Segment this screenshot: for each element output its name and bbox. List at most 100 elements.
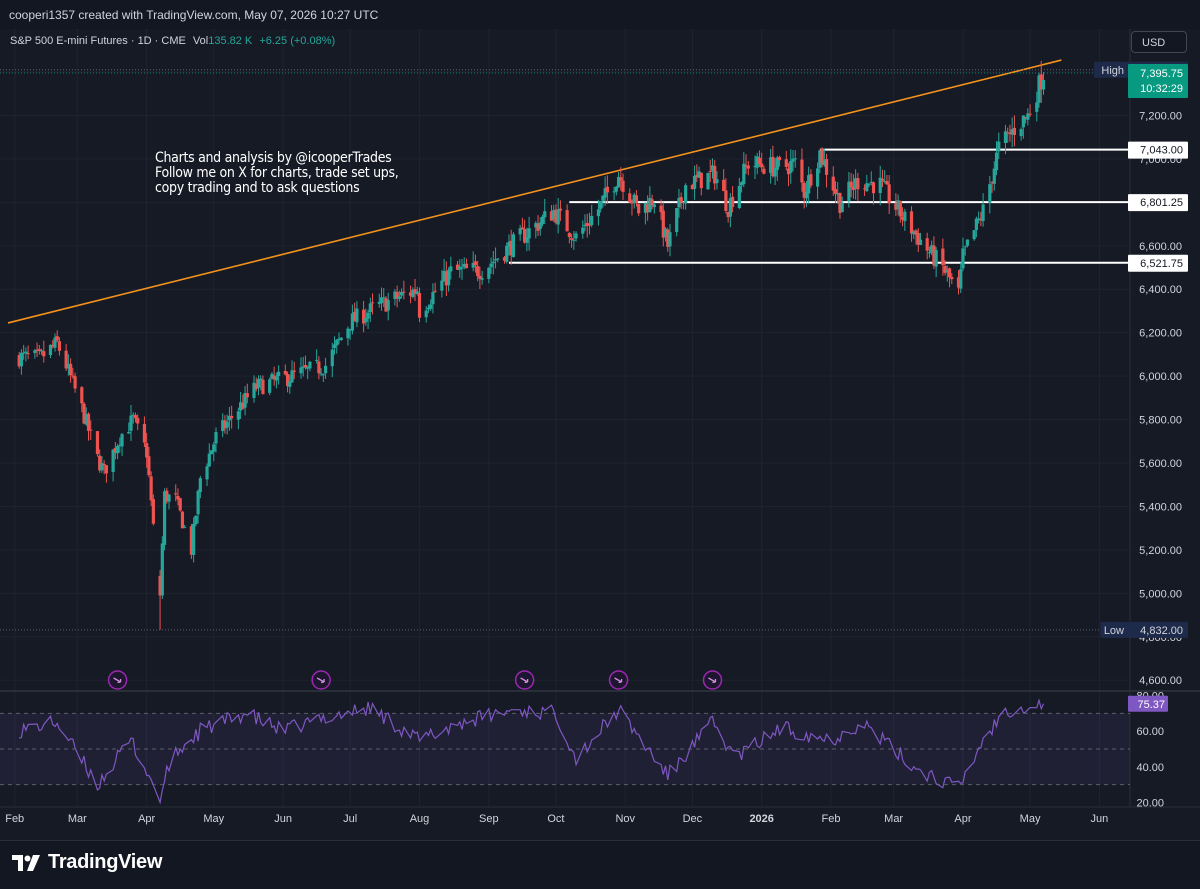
event-marker-arrow xyxy=(520,677,529,684)
candle-body xyxy=(489,263,493,268)
candle-body xyxy=(270,373,274,379)
candle xyxy=(411,287,415,299)
candle xyxy=(476,260,480,282)
candle xyxy=(590,204,594,228)
candle-body xyxy=(800,159,804,183)
candle xyxy=(572,231,576,250)
candle xyxy=(118,437,122,453)
event-marker-icon[interactable] xyxy=(311,670,331,690)
price-axis-tick: 5,400.00 xyxy=(1139,501,1182,513)
candle xyxy=(183,524,187,529)
candle xyxy=(449,256,453,280)
high-tag-bg xyxy=(1094,61,1128,78)
candle-body xyxy=(757,157,762,164)
candle xyxy=(885,174,889,185)
candle xyxy=(444,261,448,297)
rsi-layer xyxy=(18,698,1045,805)
event-marker-icon[interactable] xyxy=(702,670,723,690)
candle xyxy=(176,488,180,506)
candle xyxy=(822,148,826,168)
candle-body xyxy=(180,511,185,529)
annotation-line: Follow me on X for charts, trade set ups… xyxy=(155,165,399,181)
candle xyxy=(784,150,788,171)
candle xyxy=(393,289,397,306)
candle xyxy=(261,375,265,395)
candle-body xyxy=(802,183,806,198)
tradingview-logo[interactable]: TradingView xyxy=(12,851,162,874)
rsi-band xyxy=(0,713,1130,785)
candle-body xyxy=(160,543,164,596)
candle xyxy=(346,326,350,346)
candle-body xyxy=(236,411,240,420)
candle-body xyxy=(350,313,355,331)
candle xyxy=(804,180,809,208)
candle xyxy=(337,332,341,345)
candle xyxy=(997,132,1001,159)
candle xyxy=(446,267,451,292)
candle xyxy=(581,220,585,239)
candle xyxy=(194,515,198,527)
currency-button[interactable]: USD xyxy=(1131,31,1187,53)
candle xyxy=(259,375,263,391)
candle-body xyxy=(628,193,632,203)
candle-body xyxy=(256,378,261,388)
candle xyxy=(509,229,513,265)
footer-bar: TradingView xyxy=(0,840,1200,889)
event-marker-icon[interactable] xyxy=(107,670,128,690)
candle-body xyxy=(775,157,779,170)
candle-body xyxy=(824,159,829,175)
high-tag: High xyxy=(1094,61,1128,78)
event-marker-icon[interactable] xyxy=(514,670,535,690)
candle xyxy=(120,432,124,457)
candle xyxy=(710,158,715,179)
level-badge-text: 6,521.75 xyxy=(1140,258,1183,270)
event-marker-icon[interactable] xyxy=(608,670,629,690)
candle xyxy=(838,192,842,219)
candle xyxy=(988,176,992,214)
candle-body xyxy=(384,298,388,312)
candle-body xyxy=(753,165,757,167)
candle xyxy=(66,354,70,376)
candle xyxy=(836,181,840,204)
candle-body xyxy=(511,234,516,258)
candle xyxy=(196,489,200,524)
candle xyxy=(807,166,811,204)
candle xyxy=(306,365,310,380)
candle xyxy=(491,251,495,275)
candle xyxy=(616,171,621,188)
candle xyxy=(288,374,292,394)
candle xyxy=(816,162,820,200)
candle-body xyxy=(965,239,970,246)
candle xyxy=(33,349,37,359)
candle xyxy=(520,217,524,230)
chart-area[interactable]: 4,600.004,800.005,000.005,200.005,400.00… xyxy=(0,29,1200,840)
candle xyxy=(505,242,509,264)
candle-body xyxy=(836,193,840,195)
candle xyxy=(464,258,469,269)
candle xyxy=(934,247,938,278)
candle-body xyxy=(245,393,249,398)
candle-body xyxy=(386,300,390,311)
candle-body xyxy=(596,209,601,217)
candle xyxy=(102,460,106,475)
candle xyxy=(974,216,978,238)
chart-canvas[interactable]: 4,600.004,800.005,000.005,200.005,400.00… xyxy=(0,29,1200,840)
candle-body xyxy=(417,293,422,318)
candle-body xyxy=(120,434,124,447)
candle xyxy=(802,181,806,209)
candle-body xyxy=(411,289,415,297)
candle-body xyxy=(569,238,574,240)
candle xyxy=(209,450,214,455)
candle-body xyxy=(429,304,433,309)
candle xyxy=(236,407,240,430)
candle-body xyxy=(133,415,138,419)
time-axis-tick: Feb xyxy=(822,813,841,825)
candle-body xyxy=(292,370,296,372)
candle xyxy=(241,394,245,410)
candle-body xyxy=(24,351,28,354)
candle xyxy=(212,441,216,462)
candle-body xyxy=(1019,129,1023,137)
candle-body xyxy=(196,490,200,515)
candle xyxy=(69,358,73,383)
rsi-value-text: 75.37 xyxy=(1137,699,1165,711)
